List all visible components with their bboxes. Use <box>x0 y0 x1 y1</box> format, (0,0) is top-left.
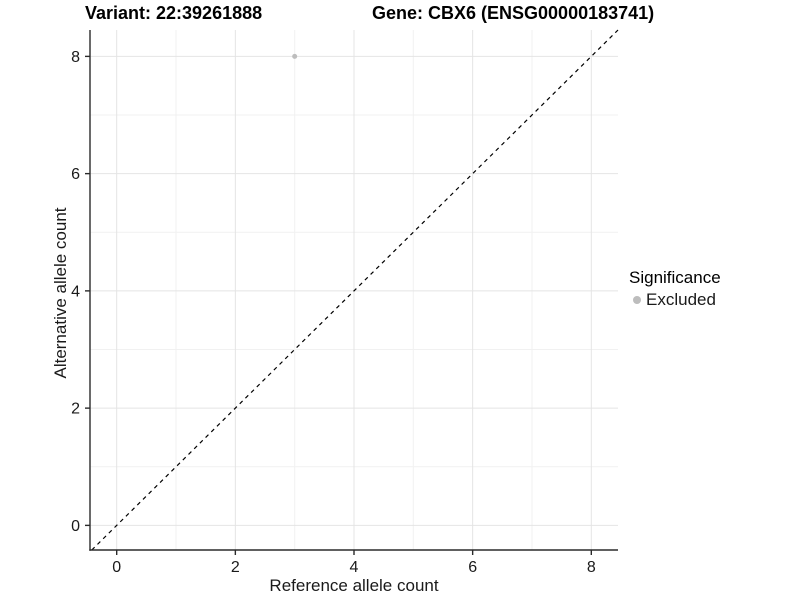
y-tick-label: 4 <box>71 283 80 300</box>
y-axis-title: Alternative allele count <box>51 207 70 379</box>
legend-item-excluded: Excluded <box>629 290 721 309</box>
data-point <box>292 53 298 59</box>
x-tick-label: 6 <box>468 559 477 576</box>
plot-title-gene: Gene: CBX6 (ENSG00000183741) <box>372 3 655 23</box>
x-tick-label: 4 <box>350 559 359 576</box>
plot-title-variant: Variant: 22:39261888 <box>85 3 263 23</box>
legend: Significance Excluded <box>629 268 721 309</box>
x-tick-label: 0 <box>112 559 121 576</box>
legend-item-label: Excluded <box>646 290 716 309</box>
identity-dashed-line <box>91 29 619 551</box>
y-tick-label: 6 <box>71 166 80 183</box>
x-axis-title: Reference allele count <box>269 576 439 595</box>
x-tick-label: 2 <box>231 559 240 576</box>
excluded-marker-icon <box>633 295 641 304</box>
y-tick-label: 2 <box>71 401 80 418</box>
y-tick-label: 8 <box>71 49 80 66</box>
legend-title: Significance <box>629 268 721 287</box>
y-tick-label: 0 <box>71 518 80 535</box>
x-tick-label: 8 <box>587 559 596 576</box>
